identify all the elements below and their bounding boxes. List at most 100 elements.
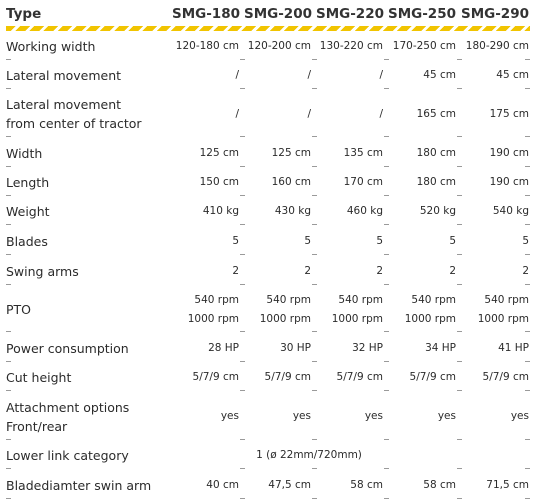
table-row-bladediamter-swin-arm: Bladediamter swin arm 40 cm 47,5 cm 58 cm 58… xyxy=(6,470,530,500)
spec-value-smg-250: 520 kg xyxy=(419,205,456,217)
spec-value-smg-180: 1000 rpm xyxy=(187,312,239,325)
spec-label: Cut height xyxy=(6,370,72,385)
spec-value-smg-220: 170 cm xyxy=(343,176,383,188)
spec-value-smg-180: 125 cm xyxy=(199,146,239,159)
spec-value-smg-200: 125 cm xyxy=(271,146,311,159)
spec-value-smg-250: yes xyxy=(437,410,456,422)
spec-value-smg-220: 2 xyxy=(376,264,383,277)
model-header-smg-290: SMG-290 xyxy=(460,6,529,22)
header-accent-stripe xyxy=(6,26,530,31)
row-separator xyxy=(6,59,530,60)
spec-label: Working width xyxy=(6,38,96,54)
spec-value-smg-200: 5/7/9 cm xyxy=(264,371,311,383)
spec-value-smg-290: 180-290 cm xyxy=(465,39,529,52)
spec-value-smg-250: 34 HP xyxy=(425,341,456,354)
table-row-blades: Blades 5 5 5 5 5 xyxy=(6,226,530,256)
spec-value-smg-220: 32 HP xyxy=(352,341,383,354)
spec-value-smg-200: 2 xyxy=(304,264,311,277)
table-row-length: Length 150 cm 160 cm 170 cm 180 cm 190 cm xyxy=(6,168,530,197)
row-separator xyxy=(6,390,530,391)
spec-label: Lower link category xyxy=(6,448,129,463)
row-separator xyxy=(6,361,530,362)
spec-value-smg-180: 2 xyxy=(232,264,239,277)
spec-value-smg-250: 180 cm xyxy=(416,176,456,188)
spec-value-smg-250: 5/7/9 cm xyxy=(409,371,456,383)
spec-value-smg-290: 71,5 cm xyxy=(486,478,529,491)
spec-value-smg-220: 540 rpm xyxy=(338,293,383,306)
spec-value-smg-290: 5/7/9 cm xyxy=(482,371,529,383)
spec-value-smg-250: 58 cm xyxy=(423,478,456,491)
spec-value-smg-180: / xyxy=(235,107,239,120)
spec-value-smg-180: 540 rpm xyxy=(194,293,239,306)
spec-value-smg-220: / xyxy=(379,69,383,81)
table-row-weight: Weight 410 kg 430 kg 460 kg 520 kg 540 kg xyxy=(6,197,530,226)
spec-label: Width xyxy=(6,145,43,161)
spec-value-smg-180: / xyxy=(235,69,239,81)
spec-label: Weight xyxy=(6,204,50,219)
spec-value-smg-290: 2 xyxy=(522,264,529,277)
spec-label: from center of tractor xyxy=(6,116,142,131)
table-row-power-consumption: Power consumption 28 HP 30 HP 32 HP 34 HP 41 … xyxy=(6,333,530,363)
table-row-pto: PTO 540 rpm 1000 rpm 540 rpm 1000 rpm 540 rpm… xyxy=(6,286,530,333)
spec-value-smg-250: 170-250 cm xyxy=(392,39,456,52)
spec-value-smg-200: 1000 rpm xyxy=(259,312,311,325)
spec-value-smg-290: 45 cm xyxy=(496,69,529,81)
table-row-lower-link-category: Lower link category 1 (ø 22mm/720mm) xyxy=(6,441,530,470)
spec-label: Front/rear xyxy=(6,418,68,434)
spec-value-smg-290: 41 HP xyxy=(498,341,529,354)
spec-value-smg-200: yes xyxy=(292,410,311,422)
row-separator xyxy=(6,136,530,137)
spec-label: Swing arms xyxy=(6,263,79,279)
row-separator xyxy=(6,498,530,499)
table-row-lateral-movement-from-center-of-tractor: Lateral movement from center of tractor / /… xyxy=(6,90,530,138)
spec-value-smg-200: 30 HP xyxy=(280,341,311,354)
spec-value-smg-200: / xyxy=(307,69,311,81)
model-header-smg-220: SMG-220 xyxy=(315,6,384,22)
spec-value-smg-220: / xyxy=(379,107,383,120)
spec-value-smg-200: 430 kg xyxy=(274,205,311,217)
spec-value-smg-200: / xyxy=(307,107,311,120)
spec-value-smg-180: 410 kg xyxy=(202,205,239,217)
spec-value-smg-220: 5 xyxy=(376,234,383,247)
spec-value-smg-290: 540 rpm xyxy=(484,293,529,306)
spec-value-smg-220: 135 cm xyxy=(343,146,383,159)
spec-value-smg-250: 540 rpm xyxy=(411,293,456,306)
type-header: Type xyxy=(6,6,42,22)
row-separator xyxy=(6,195,530,196)
spec-value-smg-220: 58 cm xyxy=(350,478,383,491)
row-separator xyxy=(6,224,530,225)
spec-value-smg-180: 40 cm xyxy=(206,478,239,491)
row-separator xyxy=(6,254,530,255)
row-separator xyxy=(6,468,530,469)
spec-value-smg-220: 5/7/9 cm xyxy=(336,371,383,383)
spec-value-smg-200: 540 rpm xyxy=(266,293,311,306)
spec-label: Attachment options xyxy=(6,399,130,415)
spec-value-smg-290: 540 kg xyxy=(492,205,529,217)
spec-value-smg-220: yes xyxy=(364,410,383,422)
spec-value-smg-180: 5/7/9 cm xyxy=(192,371,239,383)
table-row-attachment-options-front-rear: Attachment options Front/rear yes yes yes yes… xyxy=(6,392,530,441)
model-header-smg-200: SMG-200 xyxy=(243,6,312,22)
spec-value-smg-250: 5 xyxy=(449,234,456,247)
table-row-working-width: Working width 120-180 cm 120-200 cm 130-220… xyxy=(6,31,530,61)
spec-table: Type SMG-180 SMG-200 SMG-220 SMG-250 SMG… xyxy=(6,0,530,499)
spec-label: Blades xyxy=(6,233,48,249)
spec-value-smg-180: 28 HP xyxy=(208,341,239,354)
spec-value-smg-180: 5 xyxy=(232,234,239,247)
spec-value-smg-200: 120-200 cm xyxy=(247,39,311,52)
spec-value-smg-250: 165 cm xyxy=(416,107,456,120)
spec-label: Lateral movement xyxy=(6,68,122,83)
row-separator xyxy=(6,439,530,440)
spec-value-smg-250: 45 cm xyxy=(423,69,456,81)
spec-value-smg-290: 190 cm xyxy=(489,176,529,188)
spec-value-smg-220: 1000 rpm xyxy=(331,312,383,325)
table-row-width: Width 125 cm 125 cm 135 cm 180 cm 190 cm xyxy=(6,138,530,168)
spec-value-smg-250: 180 cm xyxy=(416,146,456,159)
spec-label: Bladediamter swin arm xyxy=(6,477,152,493)
spec-value-smg-290: 5 xyxy=(522,234,529,247)
spec-value-smg-250: 2 xyxy=(449,264,456,277)
spec-value-smg-220: 460 kg xyxy=(346,205,383,217)
spec-value-smg-290: 175 cm xyxy=(489,107,529,120)
model-header-smg-250: SMG-250 xyxy=(387,6,456,22)
spec-value-smg-220: 130-220 cm xyxy=(319,39,383,52)
